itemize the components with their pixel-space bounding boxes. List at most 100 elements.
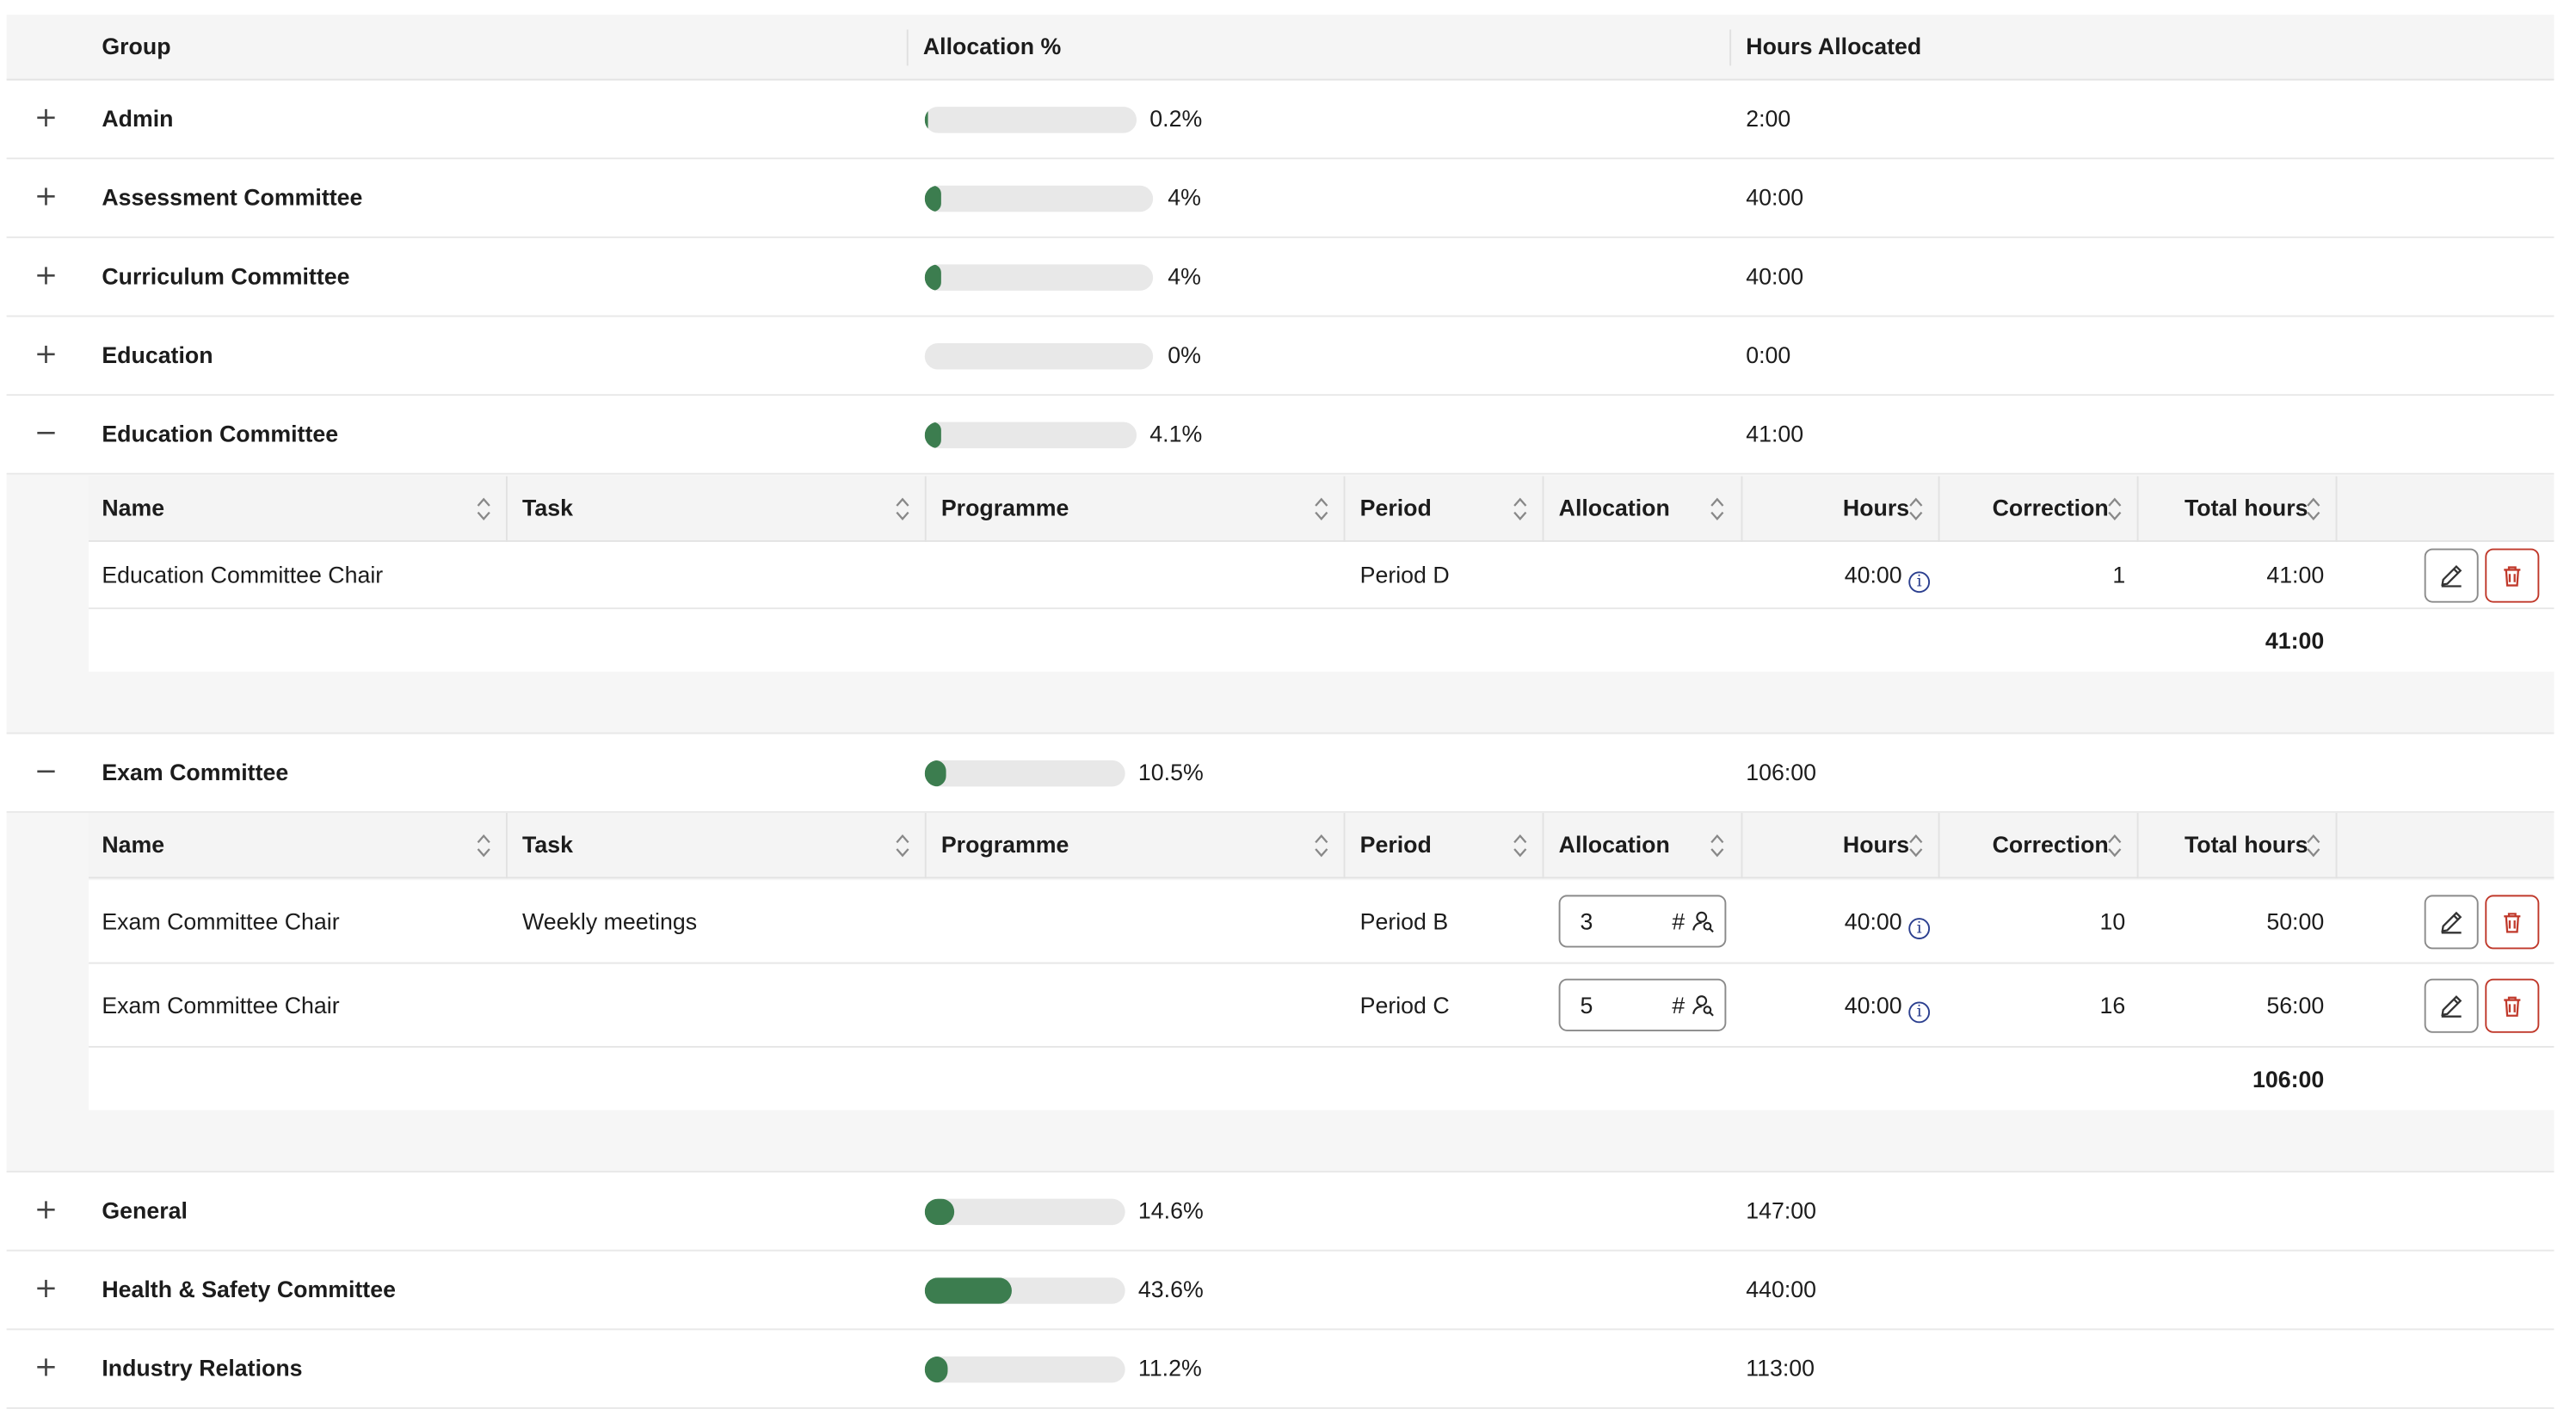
pencil-icon — [2441, 911, 2462, 934]
info-icon[interactable]: i — [1908, 1001, 1931, 1024]
edit-button[interactable] — [2424, 548, 2479, 603]
allocation-percent: 11.2% — [1137, 1354, 1202, 1381]
allocation-percent: 10.5% — [1137, 758, 1204, 785]
allocation-bar — [924, 1277, 1125, 1304]
sort-icon[interactable] — [1513, 496, 1527, 523]
edit-button[interactable] — [2424, 895, 2479, 950]
column-divider — [1542, 476, 1544, 542]
allocation-bar-fill — [924, 421, 941, 449]
allocation-bar-fill — [924, 185, 941, 212]
allocation-bar-fill — [924, 1356, 947, 1383]
minus-icon[interactable]: − — [29, 417, 62, 450]
minus-icon[interactable]: − — [29, 755, 62, 788]
plus-icon[interactable]: + — [29, 260, 62, 292]
row-period: Period B — [1359, 908, 1449, 935]
column-divider — [1729, 29, 1732, 66]
sort-icon[interactable] — [2306, 496, 2320, 523]
sort-icon[interactable] — [2107, 833, 2122, 859]
plus-icon[interactable]: + — [29, 102, 62, 134]
person-search-icon[interactable] — [1692, 994, 1715, 1017]
delete-button[interactable] — [2485, 548, 2540, 603]
group-name: Admin — [102, 105, 174, 132]
sub-header-programme: Programme — [940, 830, 1069, 858]
table-row: Exam Committee Chair Period C 5 # 40:00 i… — [89, 963, 2554, 1048]
column-divider — [1343, 476, 1346, 542]
info-icon[interactable]: i — [1908, 571, 1931, 594]
sub-header-period: Period — [1359, 494, 1432, 521]
group-row-exam-committee: − Exam Committee 10.5% 106:00 — [6, 734, 2554, 813]
sub-header-period: Period — [1359, 830, 1432, 858]
allocation-input[interactable]: 5 # — [1558, 978, 1727, 1031]
delete-button[interactable] — [2485, 978, 2540, 1033]
plus-icon[interactable]: + — [29, 1272, 62, 1305]
allocation-bar — [924, 760, 1125, 787]
sort-icon[interactable] — [477, 833, 491, 859]
pencil-icon — [2441, 995, 2462, 1018]
sort-icon[interactable] — [1314, 496, 1328, 523]
sort-icon[interactable] — [1908, 496, 1923, 523]
sub-header-correction: Correction — [1992, 830, 2109, 858]
sort-icon[interactable] — [2107, 496, 2122, 523]
education-committee-details: Name Task Programme Period Allocation Ho… — [6, 474, 2554, 735]
group-name: Exam Committee — [102, 758, 289, 785]
row-hours: 40:00 i — [1796, 542, 1931, 607]
sort-icon[interactable] — [895, 496, 909, 523]
sub-header-correction: Correction — [1992, 494, 2109, 521]
sort-icon[interactable] — [1908, 833, 1923, 859]
row-name: Exam Committee Chair — [102, 908, 340, 935]
column-divider — [1938, 476, 1940, 542]
exam-committee-details: Name Task Programme Period Allocation Ho… — [6, 812, 2554, 1173]
row-name: Education Committee Chair — [102, 561, 384, 588]
allocation-percent: 0% — [1168, 341, 1201, 368]
allocation-percent: 14.6% — [1137, 1197, 1204, 1224]
plus-icon[interactable]: + — [29, 338, 62, 371]
row-correction: 10 — [2099, 908, 2126, 935]
person-search-icon[interactable] — [1692, 910, 1715, 933]
plus-icon[interactable]: + — [29, 1194, 62, 1227]
row-total-hours: 50:00 — [2266, 908, 2325, 935]
edit-button[interactable] — [2424, 978, 2479, 1033]
delete-button[interactable] — [2485, 895, 2540, 950]
sort-icon[interactable] — [1710, 496, 1724, 523]
allocation-bar — [924, 421, 1137, 449]
allocation-bar-fill — [924, 1198, 954, 1226]
group-name: Assessment Committee — [102, 183, 363, 211]
allocation-bar-fill — [924, 760, 946, 787]
sub-header-total-hours: Total hours — [2184, 830, 2308, 858]
hours-allocated: 0:00 — [1746, 341, 1791, 368]
allocation-percent: 43.6% — [1137, 1276, 1204, 1302]
group-name: Industry Relations — [102, 1354, 303, 1381]
allocation-bar — [924, 264, 1154, 291]
group-total-hours: 106:00 — [2252, 1065, 2325, 1092]
sub-table-header: Name Task Programme Period Allocation Ho… — [89, 812, 2554, 879]
row-hours-value: 40:00 — [1844, 561, 1902, 588]
row-hours-value: 40:00 — [1844, 908, 1902, 935]
sub-header-programme: Programme — [940, 494, 1069, 521]
sort-icon[interactable] — [895, 833, 909, 859]
sub-header-allocation: Allocation — [1558, 830, 1670, 858]
allocation-input[interactable]: 3 # — [1558, 895, 1727, 948]
sort-icon[interactable] — [1710, 833, 1724, 859]
group-row-industry-relations: + Industry Relations 11.2% 113:00 — [6, 1330, 2554, 1409]
sort-icon[interactable] — [1314, 833, 1328, 859]
trash-icon — [2504, 913, 2521, 933]
allocation-bar-fill — [924, 264, 941, 291]
plus-icon[interactable]: + — [29, 1351, 62, 1384]
group-row-general: + General 14.6% 147:00 — [6, 1172, 2554, 1252]
info-icon[interactable]: i — [1908, 918, 1931, 939]
sort-icon[interactable] — [1513, 833, 1527, 859]
column-divider — [2136, 476, 2139, 542]
sub-table-header: Name Task Programme Period Allocation Ho… — [89, 476, 2554, 542]
hours-allocated: 113:00 — [1746, 1354, 1815, 1381]
sort-icon[interactable] — [477, 496, 491, 523]
column-divider — [1741, 812, 1743, 879]
row-hours: 40:00 i — [1796, 880, 1931, 962]
group-name: Curriculum Committee — [102, 262, 350, 289]
group-name: Education Committee — [102, 420, 339, 447]
sort-icon[interactable] — [2306, 833, 2320, 859]
column-header-hours: Hours Allocated — [1746, 33, 1922, 59]
group-name: Health & Safety Committee — [102, 1276, 396, 1302]
allocation-percent: 4.1% — [1149, 420, 1203, 447]
plus-icon[interactable]: + — [29, 181, 62, 213]
column-divider — [1741, 476, 1743, 542]
